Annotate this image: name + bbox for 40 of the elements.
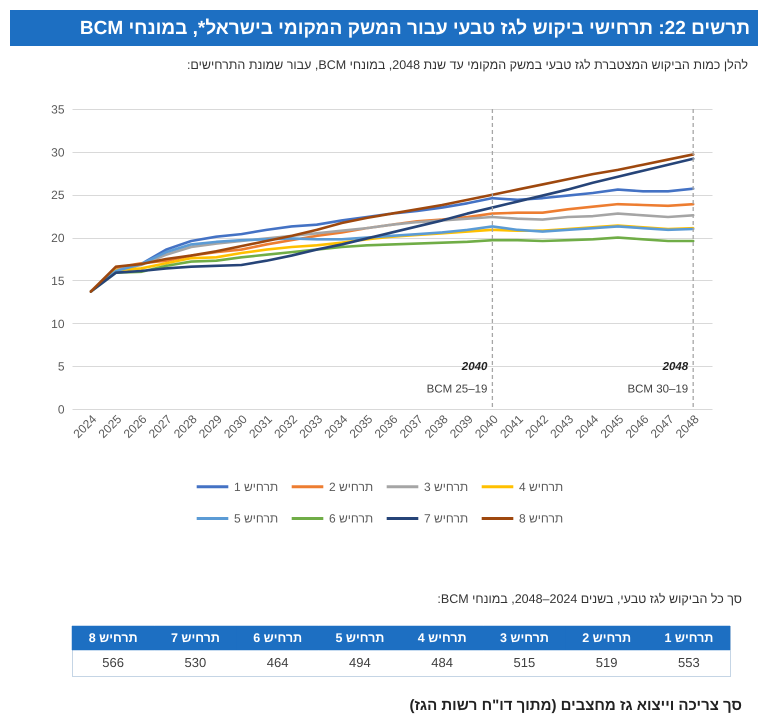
y-tick-label: 0 — [58, 402, 65, 416]
category-label: תרחיש 7 — [170, 631, 220, 645]
data-label: 515 — [514, 655, 536, 670]
category-label: תרחיש 3 — [500, 631, 549, 645]
y-tick-label: 20 — [51, 231, 65, 246]
legend-label: תרחיש 2 — [329, 480, 374, 494]
category-label: תרחיש 6 — [253, 631, 302, 645]
y-tick-label: 25 — [51, 188, 65, 202]
y-tick-label: 5 — [58, 360, 65, 374]
ref-line-label: 2048 — [662, 361, 689, 373]
category-label: תרחיש 4 — [418, 631, 467, 645]
category-label: תרחיש 8 — [88, 631, 138, 645]
category-label: תרחיש 1 — [664, 631, 714, 645]
legend-label: תרחיש 4 — [519, 480, 564, 494]
legend-label: תרחיש 8 — [519, 512, 564, 526]
y-tick-label: 35 — [51, 102, 65, 116]
data-label: 553 — [678, 655, 700, 670]
ref-line-label: 2040 — [460, 361, 488, 373]
category-label: תרחיש 5 — [335, 631, 384, 645]
chart-subtitle: להלן כמות הביקוש המצטברת לגז טבעי במשק המקומי עד שנת 2048, במונחי BCM, עבור שמונת התרחישים: — [186, 58, 748, 72]
legend-label: תרחיש 7 — [424, 512, 468, 526]
data-label: 519 — [596, 655, 618, 670]
annotation: BCM 30–19 — [627, 383, 688, 396]
chart-title: תרשים 22: תרחישי ביקוש לגז טבעי עבור המשק המקומי בישראל*, במונחי BCM — [80, 18, 750, 39]
data-label: 484 — [431, 655, 453, 670]
legend-label: תרחיש 5 — [234, 512, 278, 526]
legend-label: תרחיש 6 — [329, 512, 374, 526]
data-label: 464 — [266, 655, 288, 670]
data-label: 566 — [102, 655, 124, 670]
y-tick-label: 15 — [51, 274, 65, 288]
y-tick-label: 30 — [51, 145, 65, 160]
legend-label: תרחיש 1 — [234, 480, 278, 494]
annotation: BCM 25–19 — [426, 383, 488, 396]
legend-label: תרחיש 3 — [424, 480, 468, 494]
data-label: 494 — [349, 655, 371, 670]
data-label: 530 — [184, 655, 206, 670]
text: סך כל הביקוש לגז טבעי, בשנים 2024–2048, במונחי BCM: — [437, 592, 742, 606]
text: סך צריכה וייצוא גז מחצבים (מתוך דו"ח רשות הגז) — [409, 697, 742, 714]
y-tick-label: 10 — [51, 316, 65, 331]
category-label: תרחיש 2 — [582, 631, 632, 645]
